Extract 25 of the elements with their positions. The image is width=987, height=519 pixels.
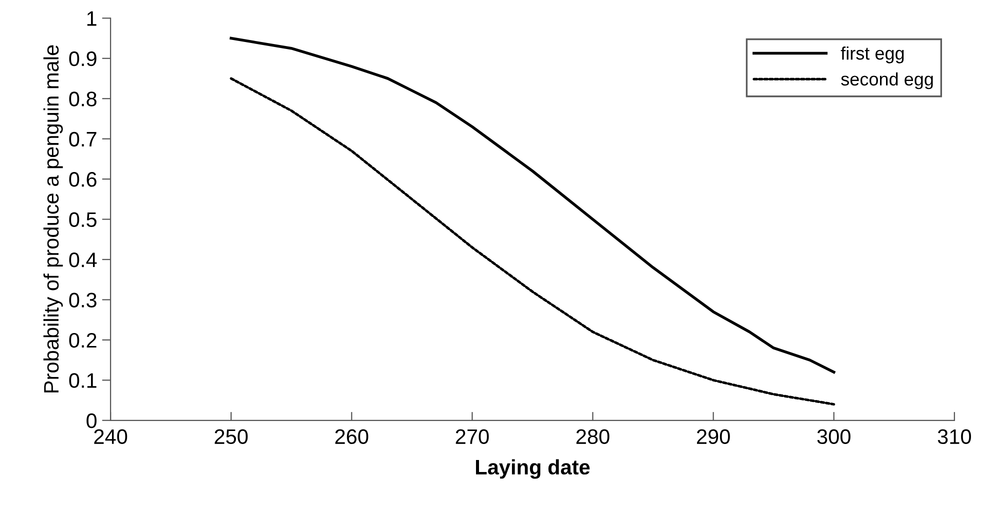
y-tick-label: 0.5 — [69, 212, 96, 228]
y-tick-label: 0 — [86, 413, 97, 428]
y-tick-label: 0.7 — [69, 132, 96, 147]
y-tick-label: 0.4 — [69, 252, 97, 268]
y-tick-label: 0.8 — [69, 92, 96, 106]
y-tick-label: 1 — [87, 11, 96, 26]
legend-label: second egg — [841, 72, 933, 90]
legend-label: first egg — [840, 46, 904, 64]
x-tick-label: 250 — [214, 429, 248, 444]
y-tick-label: 0.3 — [69, 292, 96, 308]
line-series — [230, 36, 836, 374]
line-series — [230, 77, 836, 406]
x-tick-label: 240 — [94, 429, 128, 444]
y-tick-label: 0.1 — [69, 373, 96, 388]
y-axis-title: Probability of produce a penguin male — [43, 45, 63, 392]
y-tick-label: 0.2 — [69, 332, 96, 348]
x-tick-label: 260 — [335, 429, 368, 444]
y-tick-label: 0.6 — [69, 172, 96, 187]
x-tick-label: 290 — [696, 429, 730, 444]
x-tick-label: 300 — [817, 429, 850, 444]
y-tick-label: 0.9 — [69, 51, 96, 66]
x-tick-label: 310 — [938, 429, 971, 444]
x-axis-title: Laying date — [476, 459, 590, 479]
x-tick-label: 280 — [576, 429, 610, 444]
x-tick-label: 270 — [456, 429, 489, 444]
